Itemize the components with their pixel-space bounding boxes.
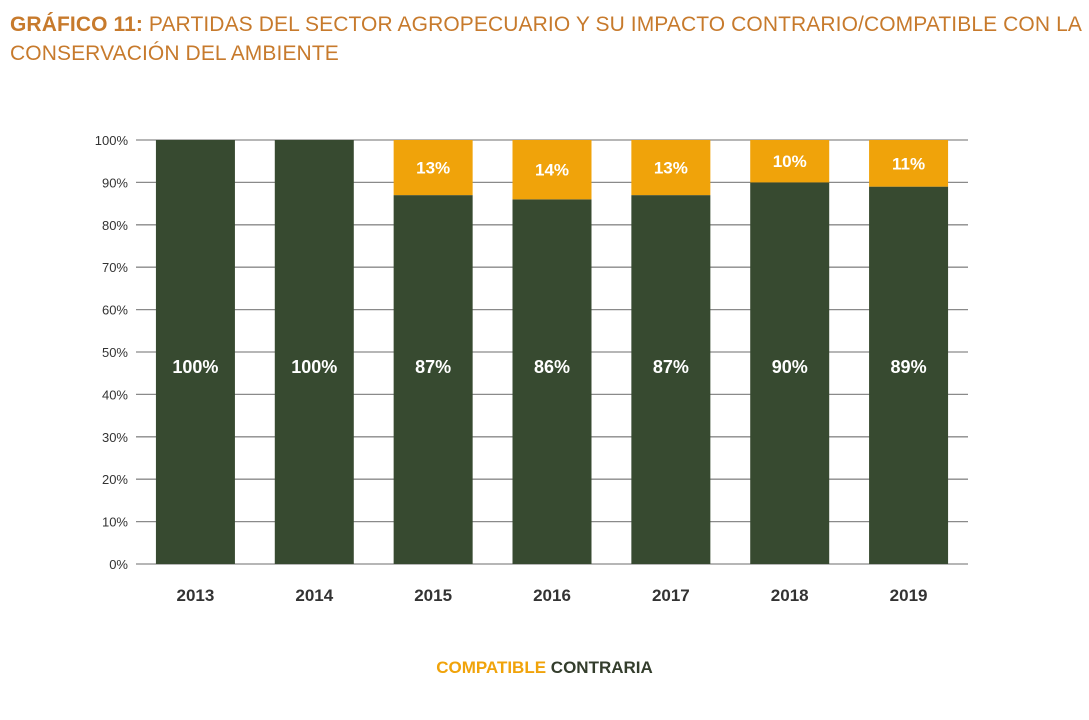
data-label-compatible: 13% <box>416 159 450 178</box>
data-label-contraria: 100% <box>172 357 218 377</box>
chart-title: GRÁFICO 11: PARTIDAS DEL SECTOR AGROPECU… <box>10 10 1085 68</box>
data-label-compatible: 10% <box>773 152 807 171</box>
x-tick-label: 2018 <box>771 586 809 605</box>
chart-title-prefix: GRÁFICO 11: <box>10 13 143 36</box>
bar-contraria-2017 <box>631 195 711 564</box>
bar-compatible-2015 <box>393 140 473 196</box>
chart-legend: COMPATIBLE CONTRARIA <box>0 658 1089 678</box>
bar-contraria-2016 <box>512 199 592 565</box>
y-tick-label: 20% <box>102 472 128 487</box>
bar-compatible-2017 <box>631 140 711 196</box>
bar-contraria-2015 <box>393 195 473 564</box>
chart-title-text: PARTIDAS DEL SECTOR AGROPECUARIO Y SU IM… <box>10 13 1081 65</box>
legend-contraria: CONTRARIA <box>550 658 653 677</box>
y-tick-label: 30% <box>102 430 128 445</box>
y-tick-label: 50% <box>102 345 128 360</box>
y-tick-label: 100% <box>95 133 129 148</box>
data-label-contraria: 100% <box>291 357 337 377</box>
data-label-contraria: 86% <box>534 357 570 377</box>
bar-compatible-2019 <box>869 140 949 187</box>
data-label-compatible: 11% <box>892 154 925 173</box>
bar-compatible-2018 <box>750 140 830 183</box>
y-tick-label: 0% <box>109 557 128 572</box>
y-tick-label: 60% <box>102 303 128 318</box>
y-tick-label: 80% <box>102 218 128 233</box>
x-tick-label: 2017 <box>652 586 690 605</box>
x-tick-label: 2015 <box>414 586 452 605</box>
y-tick-label: 90% <box>102 175 128 190</box>
bar-contraria-2019 <box>869 186 949 564</box>
data-label-contraria: 87% <box>415 357 451 377</box>
bar-contraria-2013 <box>155 140 235 564</box>
data-label-compatible: 14% <box>535 161 569 180</box>
x-tick-label: 2016 <box>533 586 571 605</box>
legend-compatible: COMPATIBLE <box>436 658 547 677</box>
bar-compatible-2016 <box>512 140 592 200</box>
x-tick-label: 2019 <box>890 586 928 605</box>
x-tick-label: 2013 <box>177 586 215 605</box>
data-label-contraria: 89% <box>891 357 927 377</box>
data-label-contraria: 90% <box>772 357 808 377</box>
data-label-contraria: 87% <box>653 357 689 377</box>
data-label-compatible: 13% <box>654 159 688 178</box>
stacked-bar-chart: 0% 10% 20% 30% 40% 50% 60% 70% 80% 90% 100% 100% 201… <box>95 133 968 605</box>
y-tick-label: 70% <box>102 260 128 275</box>
y-tick-label: 40% <box>102 387 128 402</box>
bar-contraria-2018 <box>750 182 830 564</box>
x-tick-label: 2014 <box>295 586 333 605</box>
bar-contraria-2014 <box>274 140 354 564</box>
y-tick-label: 10% <box>102 515 128 530</box>
